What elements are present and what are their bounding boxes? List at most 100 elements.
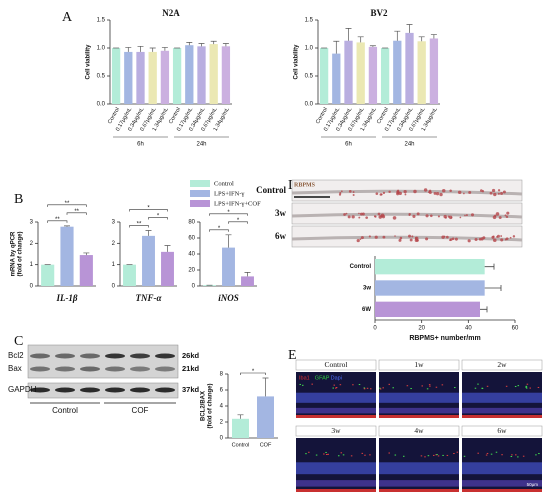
bar — [221, 46, 231, 104]
retina-cell — [506, 211, 510, 215]
blot-band-label: Bax — [8, 364, 22, 373]
bar — [123, 264, 136, 286]
blot-image — [27, 344, 179, 379]
retina-cell — [358, 216, 361, 219]
significance-label: ** — [74, 209, 79, 215]
retina-cell — [403, 190, 407, 194]
micrograph-signal — [510, 455, 513, 457]
retina-cell — [448, 215, 453, 220]
retina-cell — [505, 215, 509, 219]
micrograph-signal — [474, 387, 477, 389]
micrograph-signal — [436, 454, 438, 456]
y-tick-label: 0.0 — [97, 102, 106, 108]
blot-size-label: 37kd — [182, 385, 200, 394]
retina-cell — [361, 212, 365, 216]
micrograph-signal — [308, 451, 310, 453]
bar — [124, 51, 133, 104]
micrograph-signal — [456, 451, 459, 453]
retina-cell — [413, 189, 417, 194]
micrograph-signal — [522, 455, 525, 457]
retina-stain-label: RBPMS — [294, 182, 316, 188]
micrograph-signal — [454, 387, 456, 389]
bar — [429, 38, 439, 105]
retina-cell — [449, 239, 452, 242]
legend-label: LPS+IFN-γ — [214, 190, 245, 197]
retina-cell — [495, 212, 500, 216]
group-label: 24h — [196, 142, 206, 148]
bar — [197, 46, 206, 104]
micrograph-layer — [462, 489, 542, 492]
retina-cell — [459, 216, 462, 219]
bar — [380, 48, 390, 104]
micrograph-signal — [350, 455, 353, 457]
y-tick-label: 6 — [220, 388, 224, 394]
blot-band-label: Bcl2 — [8, 351, 24, 360]
retina-cell — [352, 191, 355, 193]
micrograph-signal — [477, 452, 479, 454]
tile-label: 4w — [414, 426, 424, 435]
micrograph-signal — [517, 456, 519, 458]
retina-cell — [479, 189, 483, 192]
micrograph-signal — [394, 454, 397, 456]
bar — [136, 51, 145, 104]
bar — [142, 235, 155, 286]
retina-cell — [368, 235, 371, 238]
retina-cell — [378, 215, 383, 219]
retina-cell — [474, 237, 478, 242]
bar — [209, 44, 218, 104]
retina-cell — [343, 213, 346, 216]
y-tick-label: 0 — [220, 436, 224, 442]
micrograph-layer — [296, 415, 376, 418]
retina-cell — [464, 214, 466, 217]
retina-cell — [359, 212, 363, 216]
micrograph-signal — [363, 387, 366, 389]
micrograph-signal — [379, 387, 381, 389]
retina-cell — [497, 192, 500, 195]
error-bar — [480, 306, 488, 313]
micrograph-layer — [379, 415, 459, 418]
retina-cell — [392, 216, 397, 220]
bar — [344, 40, 353, 104]
retina-layer — [291, 189, 523, 196]
micrograph-signal — [537, 386, 540, 388]
retina-cell — [480, 237, 484, 241]
micrograph-layer — [462, 392, 542, 403]
error-bar — [333, 40, 340, 54]
tile-header — [461, 359, 543, 371]
micrograph-signal — [486, 452, 489, 454]
significance-bracket — [209, 213, 248, 216]
significance-label: * — [252, 369, 255, 375]
y-tick-label: 3w — [363, 286, 371, 292]
y-tick-label: 0.0 — [305, 102, 314, 108]
micrograph-signal — [410, 388, 412, 390]
retina-cell — [500, 235, 503, 237]
micrograph-signal — [526, 383, 529, 385]
blot-band — [130, 387, 150, 393]
micrograph-signal — [446, 454, 449, 456]
bar — [172, 48, 182, 104]
micrograph-signal — [392, 387, 394, 389]
y-tick-label: 0 — [30, 284, 34, 290]
retina-row-label: 6w — [275, 231, 287, 241]
retina-cell — [358, 212, 360, 215]
retina-row-label: Control — [256, 185, 286, 195]
error-bar — [430, 34, 437, 39]
micrograph-signal — [477, 383, 479, 385]
micrograph-signal — [361, 452, 364, 454]
error-bar — [145, 230, 152, 236]
significance-bracket — [66, 212, 87, 215]
error-bar — [161, 47, 168, 51]
retina-cell — [411, 235, 414, 238]
retina-cell — [416, 238, 419, 242]
retina-cell — [377, 212, 381, 216]
retina-cell — [352, 193, 355, 197]
y-tick-label: 40 — [188, 252, 195, 258]
y-tick-label: 1.0 — [305, 46, 314, 52]
micrograph-signal — [335, 387, 337, 389]
micrograph-signal — [486, 385, 489, 387]
significance-bracket — [209, 229, 229, 232]
micrograph-signal — [429, 385, 431, 387]
x-axis-label: iNOS — [218, 293, 239, 303]
retina-cell — [382, 235, 386, 239]
retina-cell — [394, 235, 396, 237]
